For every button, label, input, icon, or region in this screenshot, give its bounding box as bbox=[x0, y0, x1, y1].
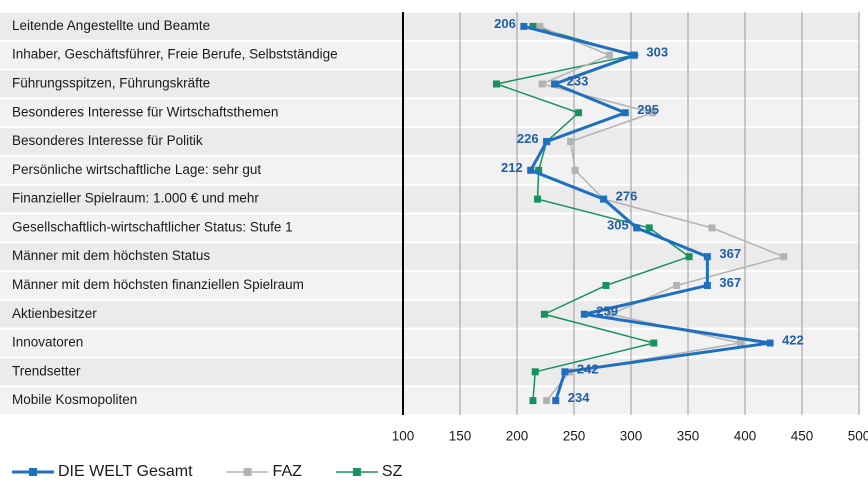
category-label: Finanzieller Spielraum: 1.000 € und mehr bbox=[12, 191, 259, 206]
legend-marker bbox=[29, 468, 37, 476]
point-marker bbox=[520, 22, 528, 30]
legend-marker bbox=[352, 468, 361, 476]
category-label: Mobile Kosmopoliten bbox=[12, 392, 137, 407]
point-marker bbox=[736, 339, 744, 347]
row-band bbox=[0, 41, 859, 69]
point-marker bbox=[703, 281, 711, 289]
series-line bbox=[493, 25, 691, 401]
point-marker bbox=[534, 195, 542, 203]
point-marker bbox=[649, 109, 657, 117]
data-label: 367 bbox=[719, 246, 741, 261]
data-label: 226 bbox=[517, 131, 539, 146]
row-band bbox=[0, 13, 859, 40]
point-marker bbox=[538, 80, 546, 88]
legend-label: DIE WELT Gesamt bbox=[58, 463, 193, 480]
row-band bbox=[0, 99, 859, 127]
data-label: 259 bbox=[596, 304, 618, 319]
point-marker bbox=[551, 80, 559, 88]
data-label: 242 bbox=[577, 361, 599, 376]
point-marker bbox=[673, 281, 681, 289]
category-label: Innovatoren bbox=[12, 335, 83, 350]
category-label: Persönliche wirtschaftliche Lage: sehr g… bbox=[12, 162, 261, 177]
point-marker bbox=[552, 397, 560, 405]
x-tick-label: 450 bbox=[791, 429, 814, 444]
data-label: 303 bbox=[646, 45, 668, 60]
point-marker bbox=[575, 109, 583, 117]
row-band bbox=[0, 387, 859, 414]
category-label: Männer mit dem höchsten finanziellen Spi… bbox=[12, 277, 304, 292]
point-marker bbox=[531, 368, 539, 376]
point-marker bbox=[571, 166, 579, 174]
point-marker bbox=[650, 339, 658, 347]
point-marker bbox=[535, 166, 543, 174]
point-marker bbox=[561, 368, 569, 376]
point-marker bbox=[766, 339, 774, 347]
point-marker bbox=[492, 80, 500, 88]
row-band bbox=[0, 185, 859, 213]
point-marker bbox=[543, 138, 551, 146]
data-label: 422 bbox=[782, 332, 804, 347]
point-marker bbox=[685, 253, 693, 261]
point-marker bbox=[703, 253, 711, 261]
category-label: Trendsetter bbox=[12, 363, 81, 378]
data-label: 233 bbox=[567, 73, 589, 88]
data-label: 212 bbox=[501, 160, 523, 175]
point-marker bbox=[529, 397, 537, 405]
category-label: Aktienbesitzer bbox=[12, 306, 97, 321]
data-label: 234 bbox=[568, 390, 590, 405]
row-band bbox=[0, 272, 859, 299]
row-band bbox=[0, 128, 859, 155]
x-tick-label: 400 bbox=[734, 429, 757, 444]
row-band bbox=[0, 156, 859, 184]
x-tick-label: 300 bbox=[620, 429, 643, 444]
point-marker bbox=[567, 138, 575, 146]
data-label: 276 bbox=[616, 189, 638, 204]
point-marker bbox=[606, 310, 614, 318]
data-label: 295 bbox=[637, 102, 659, 117]
point-marker bbox=[605, 51, 613, 59]
point-marker bbox=[780, 253, 788, 261]
category-label: Leitende Angestellte und Beamte bbox=[12, 18, 210, 33]
row-band bbox=[0, 70, 859, 98]
x-tick-label: 500 bbox=[848, 429, 868, 444]
point-marker bbox=[580, 310, 588, 318]
row-band bbox=[0, 243, 859, 271]
category-label: Besonderes Interesse für Wirtschaftsthem… bbox=[12, 104, 278, 119]
point-marker bbox=[527, 166, 535, 174]
row-band bbox=[0, 329, 859, 357]
point-marker bbox=[602, 281, 610, 289]
row-band bbox=[0, 300, 859, 328]
point-marker bbox=[630, 51, 638, 59]
point-marker bbox=[633, 224, 641, 232]
legend-marker bbox=[243, 468, 252, 476]
point-marker bbox=[645, 224, 653, 232]
x-tick-label: 100 bbox=[392, 429, 415, 444]
row-band bbox=[0, 358, 859, 386]
x-tick-label: 250 bbox=[563, 429, 586, 444]
point-marker bbox=[529, 22, 537, 30]
point-marker bbox=[621, 109, 629, 117]
x-tick-label: 200 bbox=[506, 429, 529, 444]
point-marker bbox=[600, 195, 608, 203]
row-band bbox=[0, 214, 859, 242]
series-line bbox=[539, 25, 787, 402]
category-label: Führungsspitzen, Führungskräfte bbox=[12, 76, 210, 91]
category-label: Inhaber, Geschäftsführer, Freie Berufe, … bbox=[12, 47, 338, 62]
point-marker bbox=[536, 22, 544, 30]
x-tick-label: 350 bbox=[677, 429, 700, 444]
category-label: Männer mit dem höchsten Status bbox=[12, 248, 210, 263]
data-label: 206 bbox=[494, 16, 516, 31]
data-label: 367 bbox=[719, 275, 741, 290]
point-marker bbox=[543, 397, 551, 405]
data-label: 305 bbox=[607, 217, 629, 232]
legend-label: FAZ bbox=[273, 463, 303, 480]
point-marker bbox=[708, 224, 716, 232]
series-line bbox=[523, 24, 771, 402]
point-marker bbox=[540, 310, 548, 318]
legend-label: SZ bbox=[382, 463, 403, 480]
x-tick-label: 150 bbox=[449, 429, 472, 444]
category-label: Gesellschaftlich-wirtschaftlicher Status… bbox=[12, 219, 293, 234]
category-label: Besonderes Interesse für Politik bbox=[12, 133, 203, 148]
